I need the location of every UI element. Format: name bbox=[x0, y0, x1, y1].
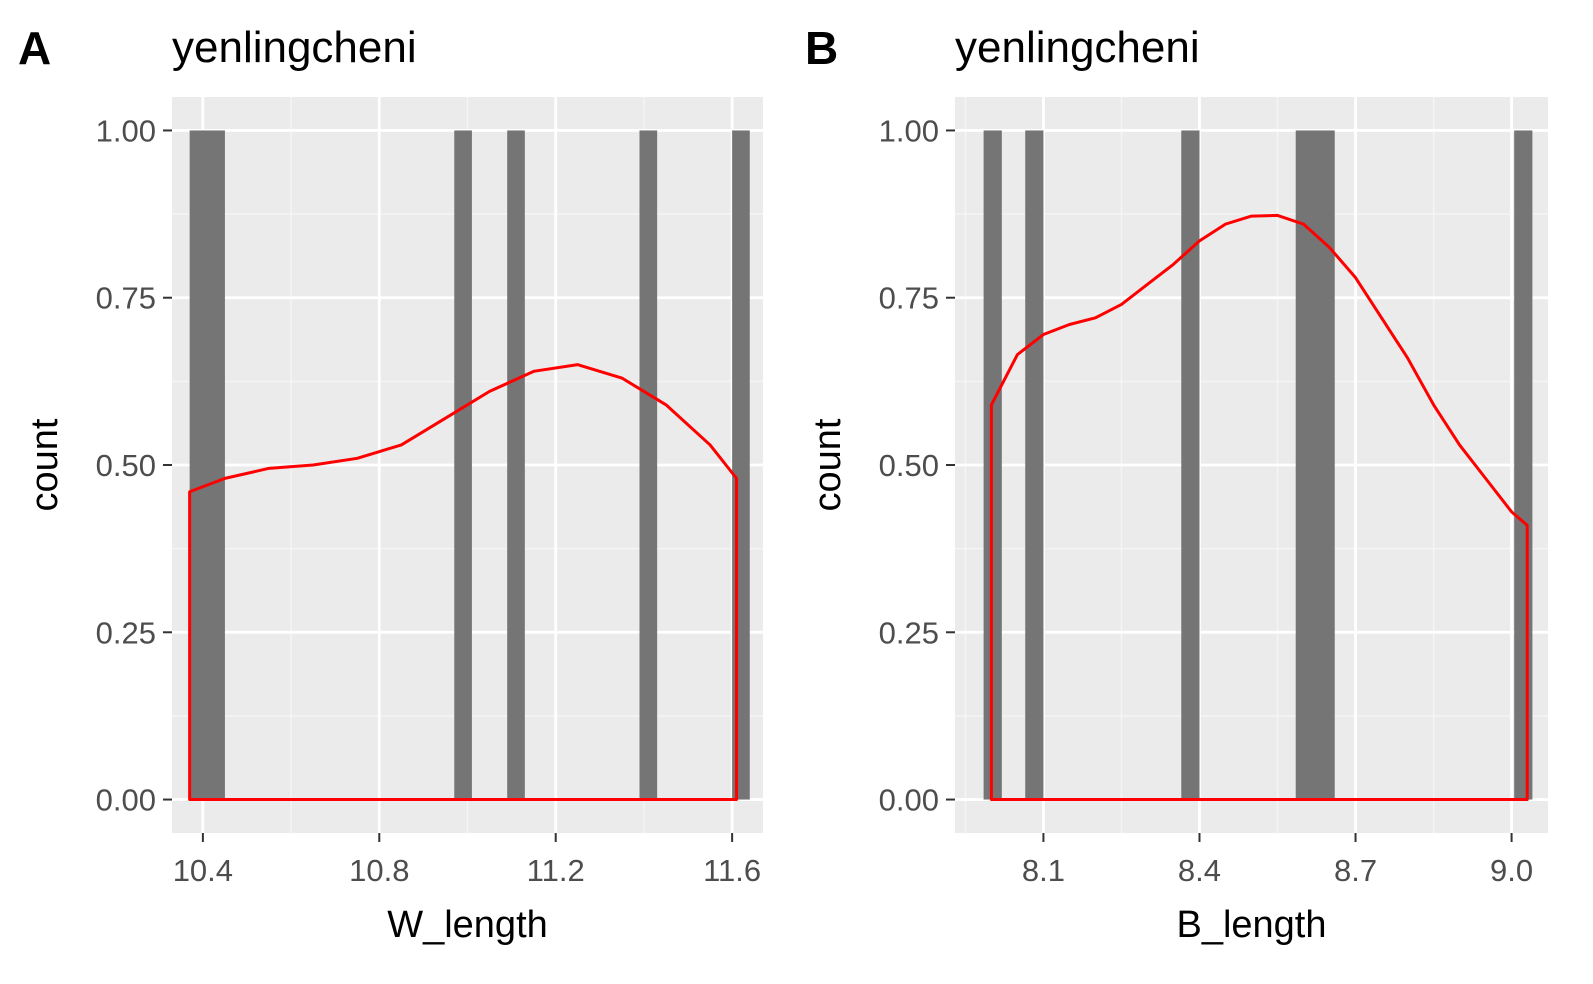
y-tick-label: 0.50 bbox=[879, 448, 939, 483]
x-tick-label: 10.4 bbox=[173, 853, 233, 888]
x-tick-label: 11.6 bbox=[703, 853, 761, 888]
histogram-bar-1 bbox=[189, 130, 225, 800]
density-curve bbox=[188, 363, 739, 802]
histogram-bar-4 bbox=[639, 130, 658, 800]
y-tick-label: 0.25 bbox=[879, 615, 939, 650]
x-tick-label: 8.7 bbox=[1334, 853, 1377, 888]
y-tick-label: 0.75 bbox=[96, 281, 156, 316]
y-tick-label: 0.25 bbox=[96, 615, 156, 650]
chart-title: yenlingcheni bbox=[172, 23, 417, 72]
y-tick-label: 0.75 bbox=[879, 281, 939, 316]
histogram-bar-4 bbox=[1295, 130, 1335, 800]
x-tick-label: 9.0 bbox=[1490, 853, 1533, 888]
histogram-bar-5 bbox=[1514, 130, 1533, 800]
y-axis-label: count bbox=[24, 418, 66, 511]
x-axis-label: W_length bbox=[387, 904, 548, 946]
y-tick-label: 1.00 bbox=[96, 113, 156, 148]
x-tick-label: 11.2 bbox=[527, 853, 585, 888]
x-tick-label: 8.4 bbox=[1178, 853, 1221, 888]
y-tick-label: 0.00 bbox=[879, 783, 939, 818]
y-tick-label: 0.50 bbox=[96, 448, 156, 483]
y-tick-label: 0.00 bbox=[96, 783, 156, 818]
histogram-bar-3 bbox=[507, 130, 525, 800]
x-tick-label: 10.8 bbox=[349, 853, 409, 888]
histogram-bar-2 bbox=[454, 130, 472, 800]
histogram-bar-2 bbox=[1025, 130, 1044, 800]
histogram-bar-3 bbox=[1181, 130, 1200, 800]
x-tick-label: 8.1 bbox=[1022, 853, 1065, 888]
chart-title: yenlingcheni bbox=[955, 23, 1200, 72]
density-curve bbox=[989, 213, 1529, 802]
panel-tag: B bbox=[805, 22, 838, 74]
y-axis-label: count bbox=[807, 418, 849, 511]
x-axis-label: B_length bbox=[1176, 904, 1326, 946]
histogram-bar-5 bbox=[732, 130, 750, 800]
y-tick-label: 1.00 bbox=[879, 113, 939, 148]
panel-tag: A bbox=[18, 22, 51, 74]
